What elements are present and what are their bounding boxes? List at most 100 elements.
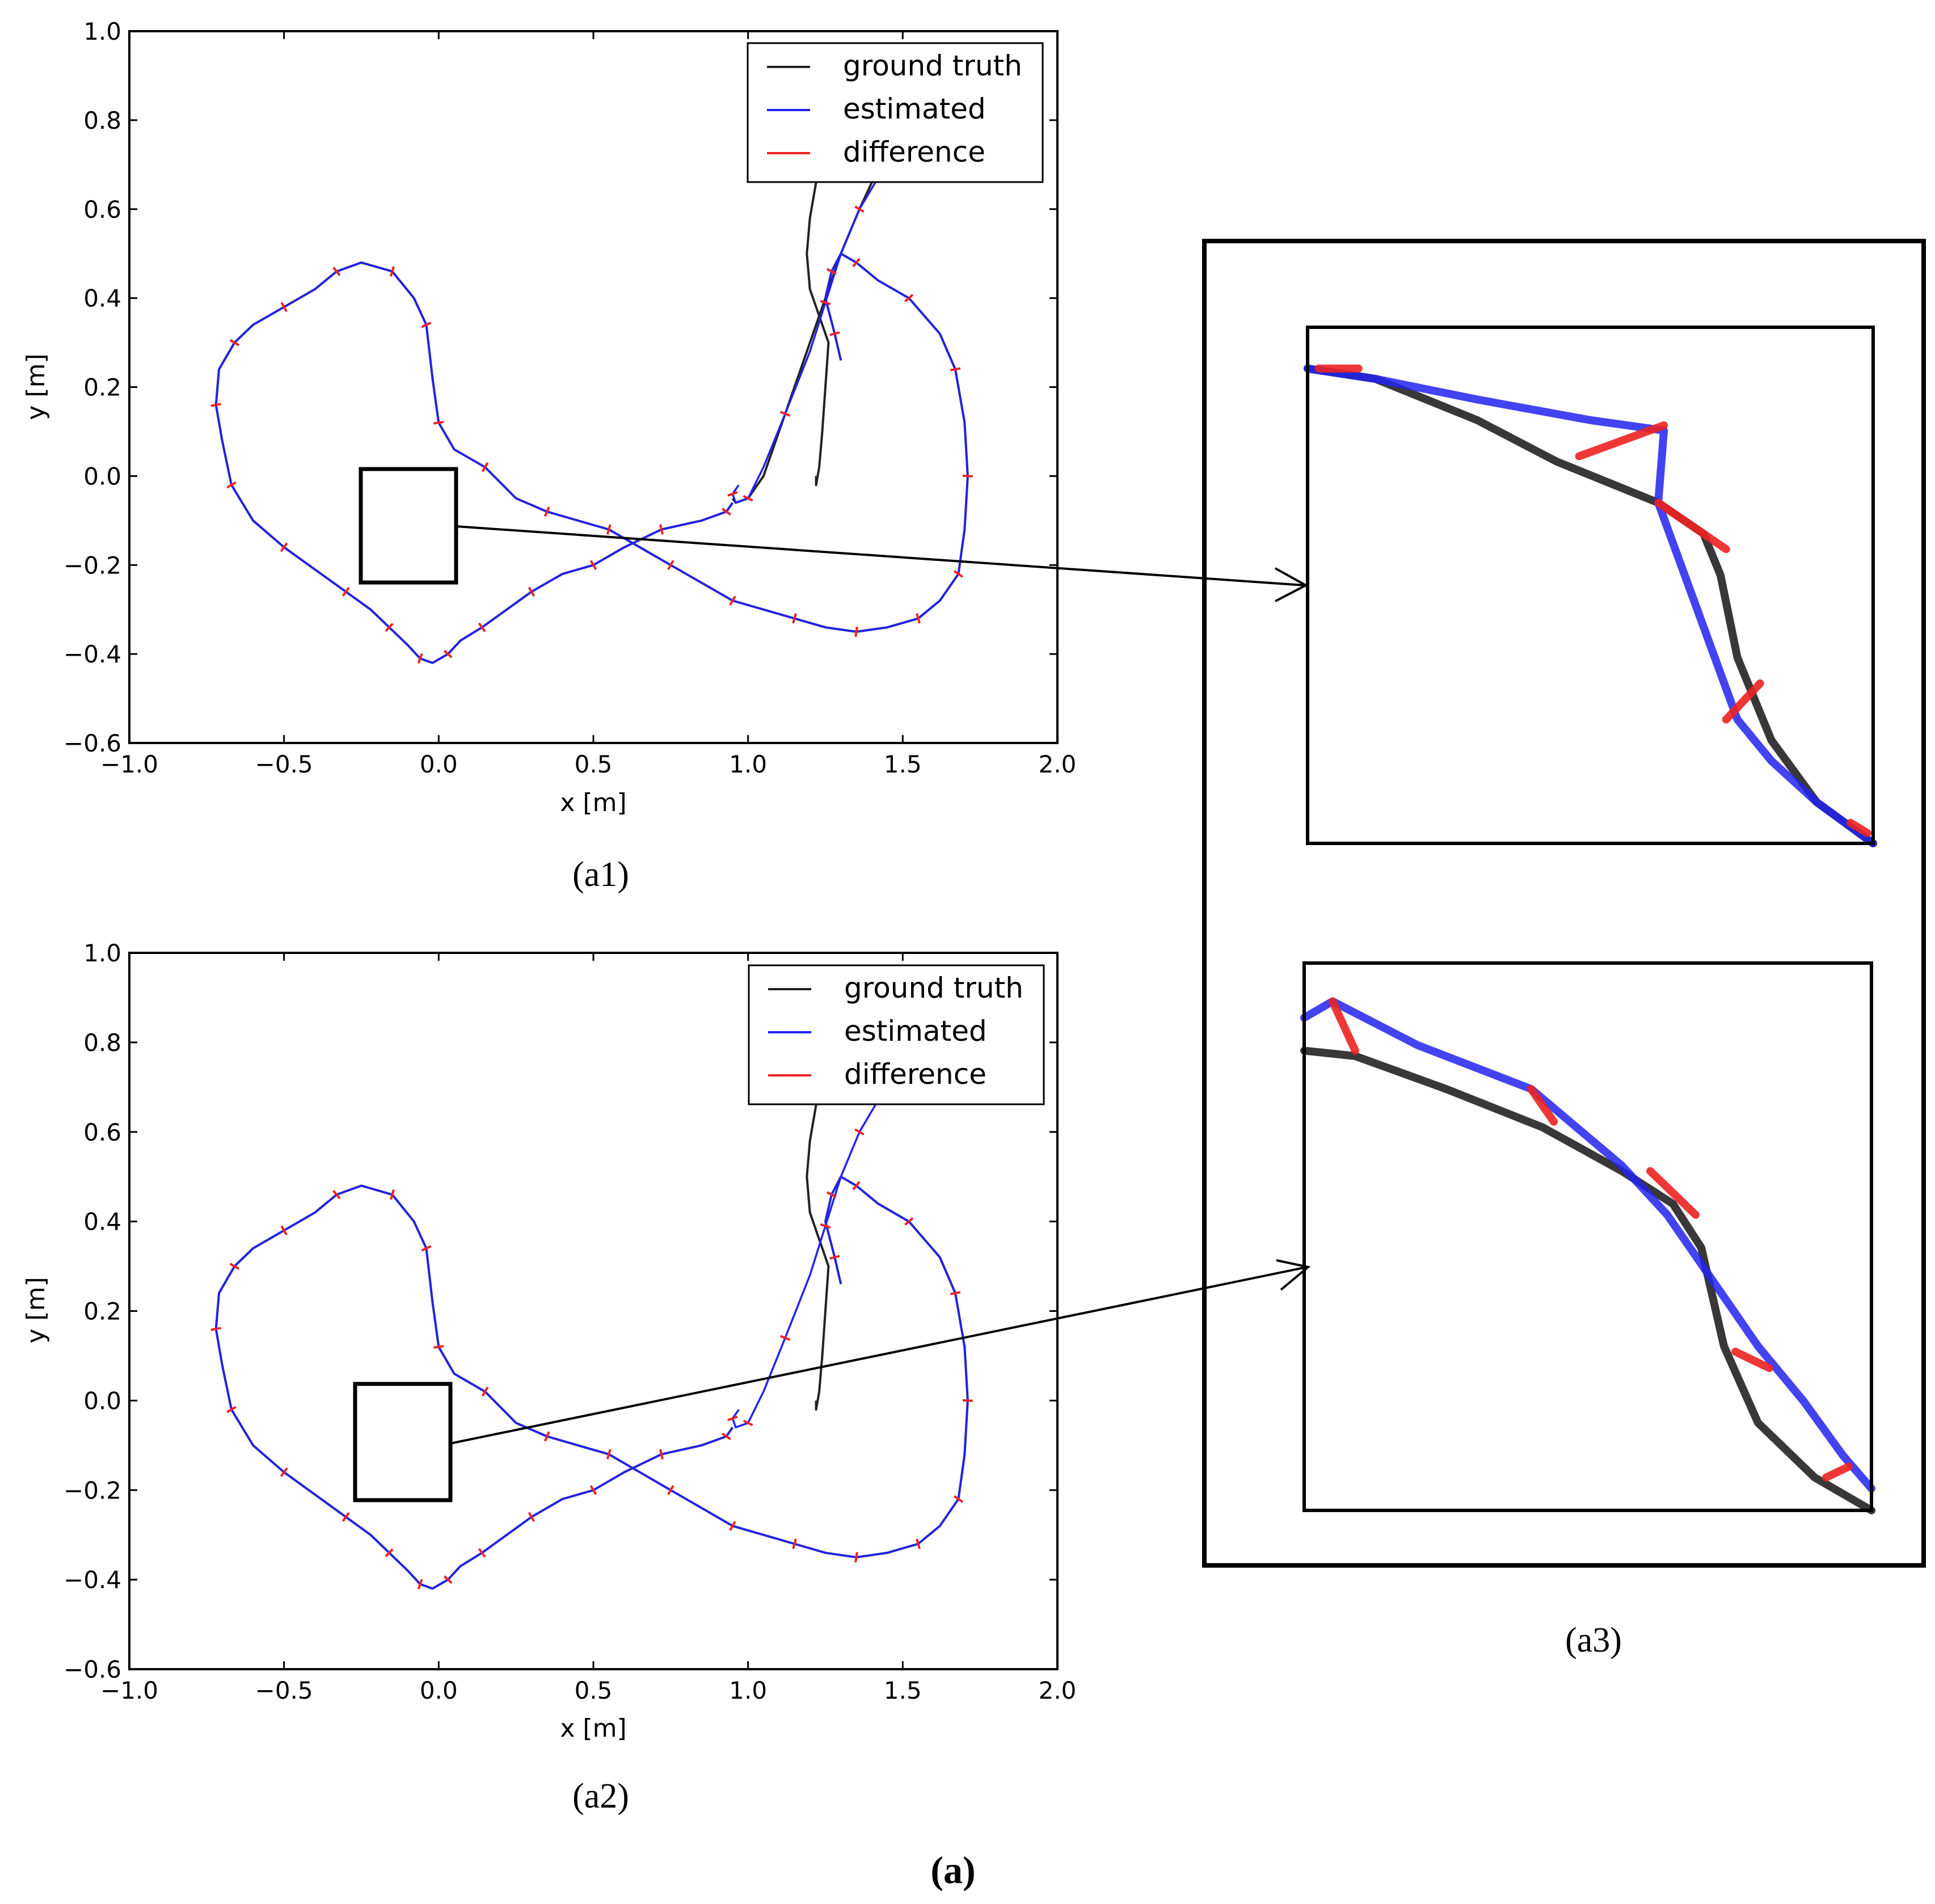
a1-difference-mark bbox=[481, 462, 489, 472]
a2-xtick-label: −0.5 bbox=[255, 1677, 313, 1704]
a2-difference-mark bbox=[916, 1538, 921, 1550]
a2-ytick-label: −0.2 bbox=[64, 1476, 121, 1504]
a3-inset-2-ground-truth bbox=[1300, 1046, 1875, 1514]
a1-legend-label-difference: difference bbox=[843, 136, 985, 168]
a2-legend: ground truth estimated difference bbox=[748, 964, 1045, 1105]
a1-difference-mark bbox=[727, 491, 738, 497]
a2-difference-mark bbox=[743, 1420, 753, 1426]
a2-difference-mark bbox=[779, 1335, 791, 1341]
a2-xtick-label: 0.0 bbox=[420, 1677, 458, 1704]
a2-ytick-label: 0.0 bbox=[83, 1387, 121, 1415]
a1-legend: ground truth estimated difference bbox=[747, 42, 1044, 183]
a1-ytick-label: 0.2 bbox=[83, 374, 121, 402]
a1-difference-mark bbox=[916, 613, 921, 624]
a2-ytick-label: 0.4 bbox=[83, 1208, 121, 1236]
a1-difference-mark bbox=[528, 586, 536, 597]
a2-difference-mark bbox=[904, 1217, 914, 1226]
a3-inset-1-estimated bbox=[1304, 364, 1877, 847]
a1-difference-mark bbox=[904, 294, 914, 303]
a2-xtick-label: 1.5 bbox=[884, 1677, 922, 1704]
a1-difference-mark bbox=[854, 205, 865, 213]
a1-difference-mark bbox=[743, 495, 753, 502]
a1-panel-label: (a1) bbox=[572, 855, 629, 894]
a3-inset-1-difference bbox=[1654, 499, 1730, 554]
a2-difference-mark bbox=[729, 1521, 736, 1531]
a2-difference-mark bbox=[478, 1548, 486, 1558]
a2-xtick-label: 1.0 bbox=[729, 1677, 767, 1704]
a2-ylabel: y [m] bbox=[22, 1277, 50, 1343]
a2-difference-mark bbox=[390, 1189, 395, 1200]
a2-ytick-label: 0.8 bbox=[83, 1029, 121, 1057]
a1-difference-mark bbox=[953, 570, 964, 578]
a2-ytick-label: −0.6 bbox=[64, 1656, 121, 1683]
a1-difference-mark bbox=[421, 322, 432, 328]
a2-difference-mark bbox=[721, 1432, 732, 1441]
a1-difference-mark bbox=[779, 411, 791, 417]
a2-xtick-label: 2.0 bbox=[1039, 1677, 1077, 1704]
panel-a1: −1.0 −0.5 0.0 0.5 1.0 1.5 2.0 −0.6 −0.4 −0.2 0.0 0.… bbox=[22, 18, 1076, 894]
a2-ytick-label: 0.6 bbox=[83, 1118, 121, 1146]
a3-inset-2-difference bbox=[1527, 1085, 1558, 1126]
connector-line-1 bbox=[456, 525, 1305, 586]
a1-difference-mark bbox=[820, 299, 831, 306]
a1-difference-mark bbox=[852, 257, 861, 268]
a3-inset-2-frame bbox=[1302, 961, 1873, 1512]
a1-difference-mark bbox=[606, 524, 612, 535]
a1-legend-label-estimated: estimated bbox=[843, 92, 986, 125]
a1-xlabel: x [m] bbox=[560, 788, 626, 817]
a2-difference-mark bbox=[229, 1263, 240, 1270]
a1-ytick-label: 0.4 bbox=[83, 285, 121, 313]
a3-panel-label: (a3) bbox=[1565, 1621, 1622, 1660]
a2-ytick-label: −0.4 bbox=[64, 1566, 121, 1594]
figure-label: (a) bbox=[930, 1848, 975, 1892]
a2-legend-label-ground-truth: ground truth bbox=[844, 972, 1023, 1004]
a1-ytick-label: 1.0 bbox=[83, 18, 121, 45]
a1-ytick-label: −0.6 bbox=[64, 729, 121, 757]
a2-difference-mark bbox=[417, 1578, 423, 1590]
a3-inset-1 bbox=[1304, 364, 1877, 847]
a3-inset-2-difference bbox=[1329, 997, 1359, 1055]
a3-inset-1-difference bbox=[1722, 679, 1764, 724]
a2-legend-label-difference: difference bbox=[844, 1058, 987, 1091]
a2-ticks: −1.0 −0.5 0.0 0.5 1.0 1.5 2.0 −0.6 −0.4 −0.2 0.0 0.… bbox=[64, 939, 1076, 1704]
a1-difference-mark bbox=[721, 508, 732, 516]
a1-xtick-label: 0.5 bbox=[575, 750, 613, 778]
a2-difference-mark bbox=[210, 1327, 221, 1331]
a2-difference-mark bbox=[226, 1405, 237, 1413]
a2-legend-label-estimated: estimated bbox=[844, 1015, 987, 1048]
a1-difference-mark bbox=[332, 267, 341, 276]
a2-panel-label: (a2) bbox=[572, 1777, 629, 1816]
a1-difference-mark bbox=[210, 403, 221, 407]
a1-difference-mark bbox=[829, 331, 840, 336]
a1-difference-mark bbox=[729, 596, 736, 606]
a1-xtick-label: 2.0 bbox=[1039, 750, 1077, 778]
panel-a2: −1.0 −0.5 0.0 0.5 1.0 1.5 2.0 −0.6 −0.4 −0.2 0.0 0.… bbox=[22, 939, 1076, 1816]
a1-xtick-label: −0.5 bbox=[255, 750, 313, 778]
a1-xtick-label: −1.0 bbox=[100, 750, 158, 778]
a2-difference-mark bbox=[280, 1225, 288, 1236]
a2-difference-mark bbox=[667, 1485, 674, 1496]
a2-ytick-label: 1.0 bbox=[83, 939, 121, 967]
a2-zoom-box bbox=[353, 1382, 453, 1502]
a1-series-ground-truth-0 bbox=[806, 182, 830, 487]
a1-ytick-label: 0.0 bbox=[83, 462, 121, 490]
a3-inset-1-difference bbox=[1575, 421, 1668, 461]
a2-difference-mark bbox=[854, 1128, 865, 1136]
a2-difference-mark bbox=[950, 1291, 961, 1295]
a1-difference-mark bbox=[226, 481, 237, 489]
a2-difference-mark bbox=[342, 1512, 350, 1522]
zoom-connectors bbox=[450, 525, 1311, 1445]
a2-difference-mark bbox=[953, 1495, 964, 1503]
a1-legend-label-ground-truth: ground truth bbox=[843, 49, 1022, 82]
a3-inset-2-difference bbox=[1731, 1348, 1773, 1373]
a2-difference-mark bbox=[820, 1223, 831, 1229]
a2-difference-mark bbox=[606, 1449, 612, 1460]
a2-difference-mark bbox=[332, 1190, 341, 1200]
a1-difference-mark bbox=[589, 560, 597, 571]
a1-difference-mark bbox=[229, 339, 240, 347]
a3-inset-2-difference bbox=[1822, 1462, 1853, 1482]
a2-difference-mark bbox=[433, 1345, 444, 1349]
a2-difference-mark bbox=[659, 1449, 664, 1460]
panel-a3: (a3) bbox=[1202, 239, 1926, 1660]
